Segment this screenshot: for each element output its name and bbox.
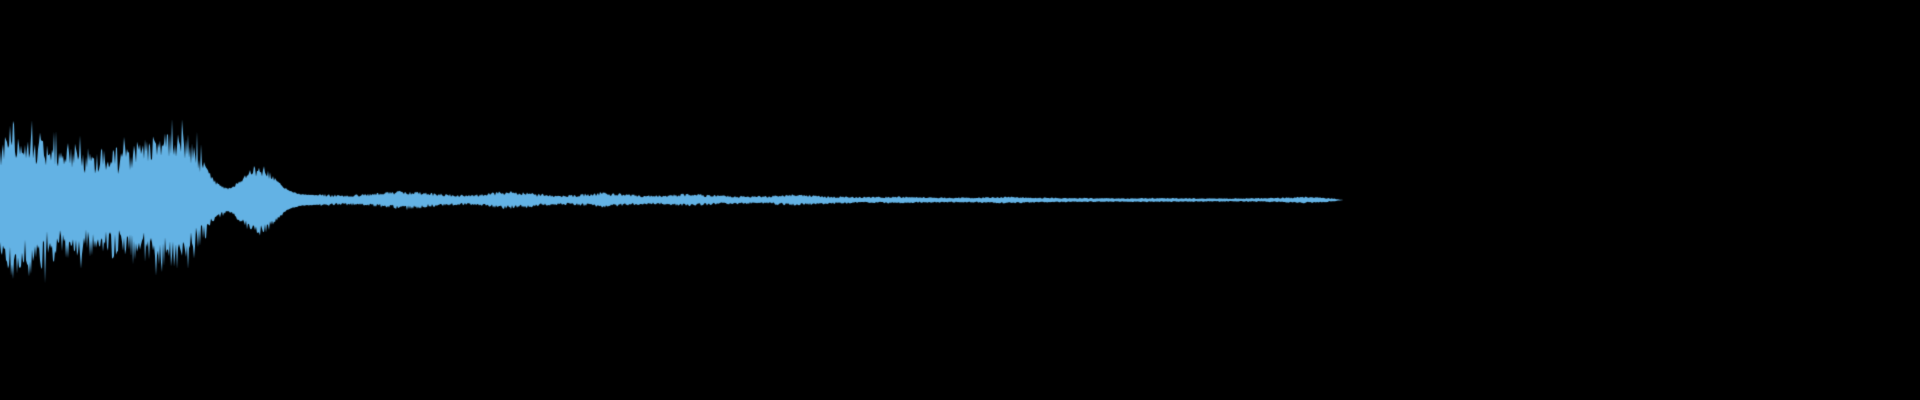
audio-waveform-viewer[interactable]: [0, 0, 1920, 400]
waveform-canvas[interactable]: [0, 0, 1920, 400]
